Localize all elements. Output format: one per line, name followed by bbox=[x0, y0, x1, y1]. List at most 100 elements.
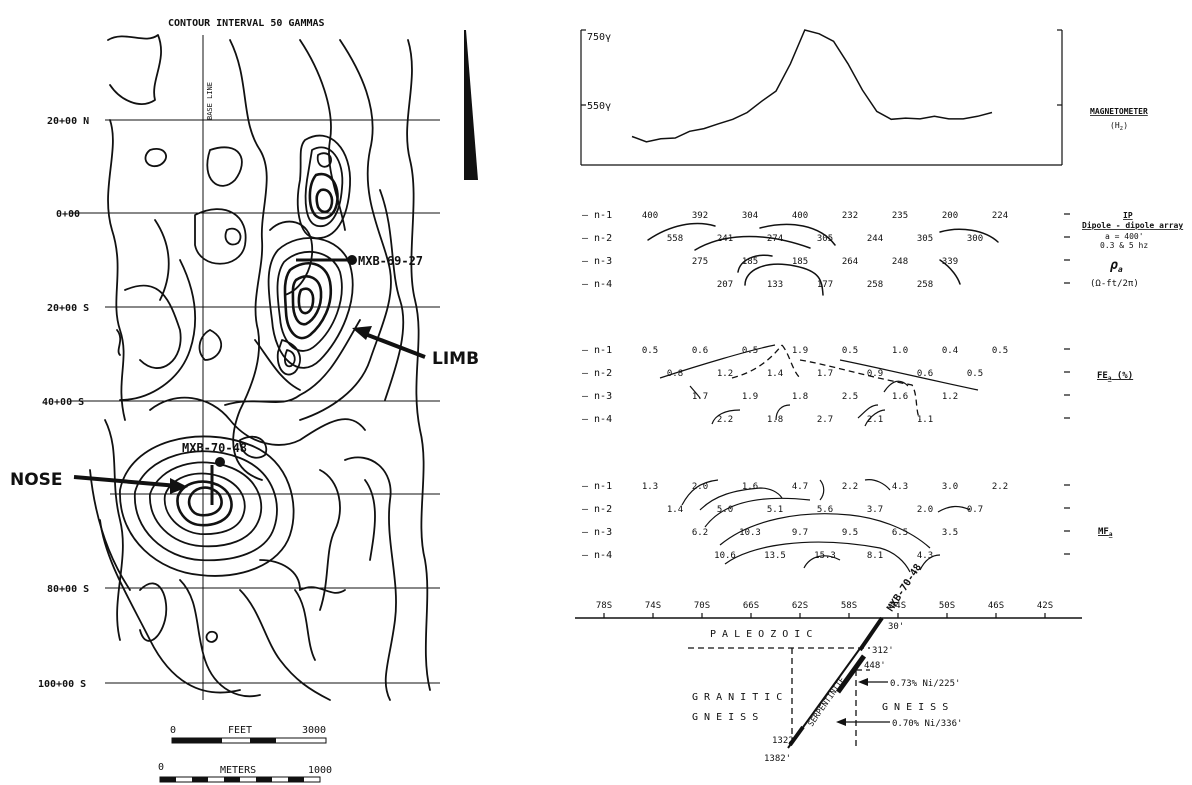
n-level-label: — n-2 bbox=[582, 233, 612, 244]
pa-value: 207 bbox=[717, 280, 733, 290]
pa-value: 258 bbox=[917, 280, 933, 290]
mf-contours bbox=[681, 479, 971, 573]
geologic-section: 78S 74S 70S 66S 62S 58S 54S 50S 46S 42S MXB-70-48… bbox=[575, 562, 1082, 764]
mf-label: MFa bbox=[1098, 527, 1113, 538]
mf-value: 1.4 bbox=[667, 505, 683, 515]
pa-value: 392 bbox=[692, 211, 708, 221]
mf-value: 5.1 bbox=[767, 505, 783, 515]
fe-value: 1.6 bbox=[892, 392, 908, 402]
scale-feet-unit: FEET bbox=[228, 725, 252, 736]
pa-contours bbox=[647, 222, 999, 296]
northing-label: 80+00 S bbox=[47, 584, 89, 595]
fe-value: 1.9 bbox=[792, 346, 808, 356]
n-level-label: — n-4 bbox=[582, 550, 612, 561]
fe-value: 0.5 bbox=[842, 346, 858, 356]
n-level-label: — n-1 bbox=[582, 210, 612, 221]
station-label: 74S bbox=[645, 601, 661, 611]
pa-value: 224 bbox=[992, 211, 1008, 221]
magnetic-contours bbox=[89, 34, 431, 701]
pa-value: 258 bbox=[867, 280, 883, 290]
n-level-labels: — n-1 — n-2 — n-3 — n-4 — n-1 — n-2 — n-3 — n-4… bbox=[582, 210, 612, 561]
granitic-label: G R A N I T I C bbox=[692, 692, 782, 703]
northing-label: 20+00 N bbox=[47, 116, 89, 127]
depth-1382: 1382' bbox=[764, 754, 791, 764]
fe-value: 1.2 bbox=[717, 369, 733, 379]
station-label: 50S bbox=[939, 601, 955, 611]
mf-value: 8.1 bbox=[867, 551, 883, 561]
fe-contours bbox=[659, 344, 979, 427]
pa-value: 185 bbox=[792, 257, 808, 267]
ip-title: IP bbox=[1123, 211, 1133, 220]
magnetometer-sublabel: (Hz) bbox=[1110, 121, 1128, 132]
pa-label: ρa bbox=[1109, 258, 1123, 274]
scale-bar-feet: 0 FEET 3000 bbox=[170, 725, 327, 744]
geophysical-section: 750γ 550γ MAGNETOMETER (Hz) — n-1 — n-2 — … bbox=[575, 29, 1183, 764]
granitic-gneiss-label: G N E I S S bbox=[692, 712, 758, 723]
depth-1322: 1322' bbox=[772, 736, 799, 746]
pa-value: 305 bbox=[917, 234, 933, 244]
mf-value: 2.0 bbox=[692, 482, 708, 492]
station-label: 46S bbox=[988, 601, 1004, 611]
northing-label: 40+00 S bbox=[42, 397, 84, 408]
mf-value: 6.2 bbox=[692, 528, 708, 538]
station-labels: 78S 74S 70S 66S 62S 58S 54S 50S 46S 42S bbox=[596, 601, 1053, 618]
n-level-label: — n-2 bbox=[582, 504, 612, 515]
mf-value: 13.5 bbox=[764, 551, 786, 561]
fe-value: 1.8 bbox=[792, 392, 808, 402]
contour-map: CONTOUR INTERVAL 50 GAMMAS BASE LINE 20+… bbox=[10, 18, 479, 783]
depth-448: 448' bbox=[864, 661, 886, 671]
fe-value: 0.5 bbox=[967, 369, 983, 379]
scale-meters-end: 1000 bbox=[308, 765, 332, 776]
magnetometer-profile: 750γ 550γ MAGNETOMETER (Hz) bbox=[580, 29, 1148, 166]
pa-unit: (Ω-ft/2π) bbox=[1090, 279, 1139, 289]
scale-feet-start: 0 bbox=[170, 725, 176, 736]
mf-value: 1.3 bbox=[642, 482, 658, 492]
fe-value: 1.9 bbox=[742, 392, 758, 402]
mf-value: 3.5 bbox=[942, 528, 958, 538]
n-level-label: — n-4 bbox=[582, 279, 612, 290]
n-level-label: — n-2 bbox=[582, 368, 612, 379]
map-grid bbox=[70, 35, 440, 700]
fe-value: 2.2 bbox=[717, 415, 733, 425]
fe-value: 2.7 bbox=[817, 415, 833, 425]
fe-value: 0.4 bbox=[942, 346, 958, 356]
map-title: CONTOUR INTERVAL 50 GAMMAS bbox=[168, 18, 325, 29]
nose-callout: NOSE bbox=[10, 470, 188, 494]
base-line-label: BASE LINE bbox=[206, 82, 214, 120]
mf-value: 2.2 bbox=[842, 482, 858, 492]
pa-value: 185 bbox=[742, 257, 758, 267]
fe-value: 1.4 bbox=[767, 369, 783, 379]
station-label: 58S bbox=[841, 601, 857, 611]
magnetometer-label: MAGNETOMETER bbox=[1090, 107, 1148, 116]
mf-value: 3.7 bbox=[867, 505, 883, 515]
pa-value: 275 bbox=[692, 257, 708, 267]
limb-label: LIMB bbox=[432, 349, 479, 369]
n-level-label: — n-1 bbox=[582, 481, 612, 492]
pa-value: 200 bbox=[942, 211, 958, 221]
mag-tick-750: 750γ bbox=[587, 32, 611, 43]
nose-label: NOSE bbox=[10, 470, 63, 490]
pa-value: 133 bbox=[767, 280, 783, 290]
ip-param-freq: 0.3 & 5 hz bbox=[1100, 241, 1148, 250]
station-label: 42S bbox=[1037, 601, 1053, 611]
scale-feet-end: 3000 bbox=[302, 725, 326, 736]
fe-label: FEa (%) bbox=[1097, 371, 1133, 382]
fe-value: 0.8 bbox=[667, 369, 683, 379]
fe-value: 0.6 bbox=[917, 369, 933, 379]
pa-value: 264 bbox=[842, 257, 858, 267]
paleozoic-label: P A L E O Z O I C bbox=[710, 629, 812, 640]
ip-subtitle: Dipole - dipole array bbox=[1082, 220, 1183, 230]
depth-312: 312' bbox=[872, 646, 894, 656]
fe-value: 0.6 bbox=[692, 346, 708, 356]
north-arrow-icon bbox=[464, 30, 478, 180]
pa-value: 248 bbox=[892, 257, 908, 267]
fe-value: 1.1 bbox=[917, 415, 933, 425]
n-level-label: — n-3 bbox=[582, 391, 612, 402]
mf-value: 0.7 bbox=[967, 505, 983, 515]
pa-value: 235 bbox=[892, 211, 908, 221]
n-level-label: — n-4 bbox=[582, 414, 612, 425]
fe-value: 2.5 bbox=[842, 392, 858, 402]
station-label: 54S bbox=[890, 601, 906, 611]
fe-legend: FEa (%) bbox=[1097, 371, 1133, 382]
